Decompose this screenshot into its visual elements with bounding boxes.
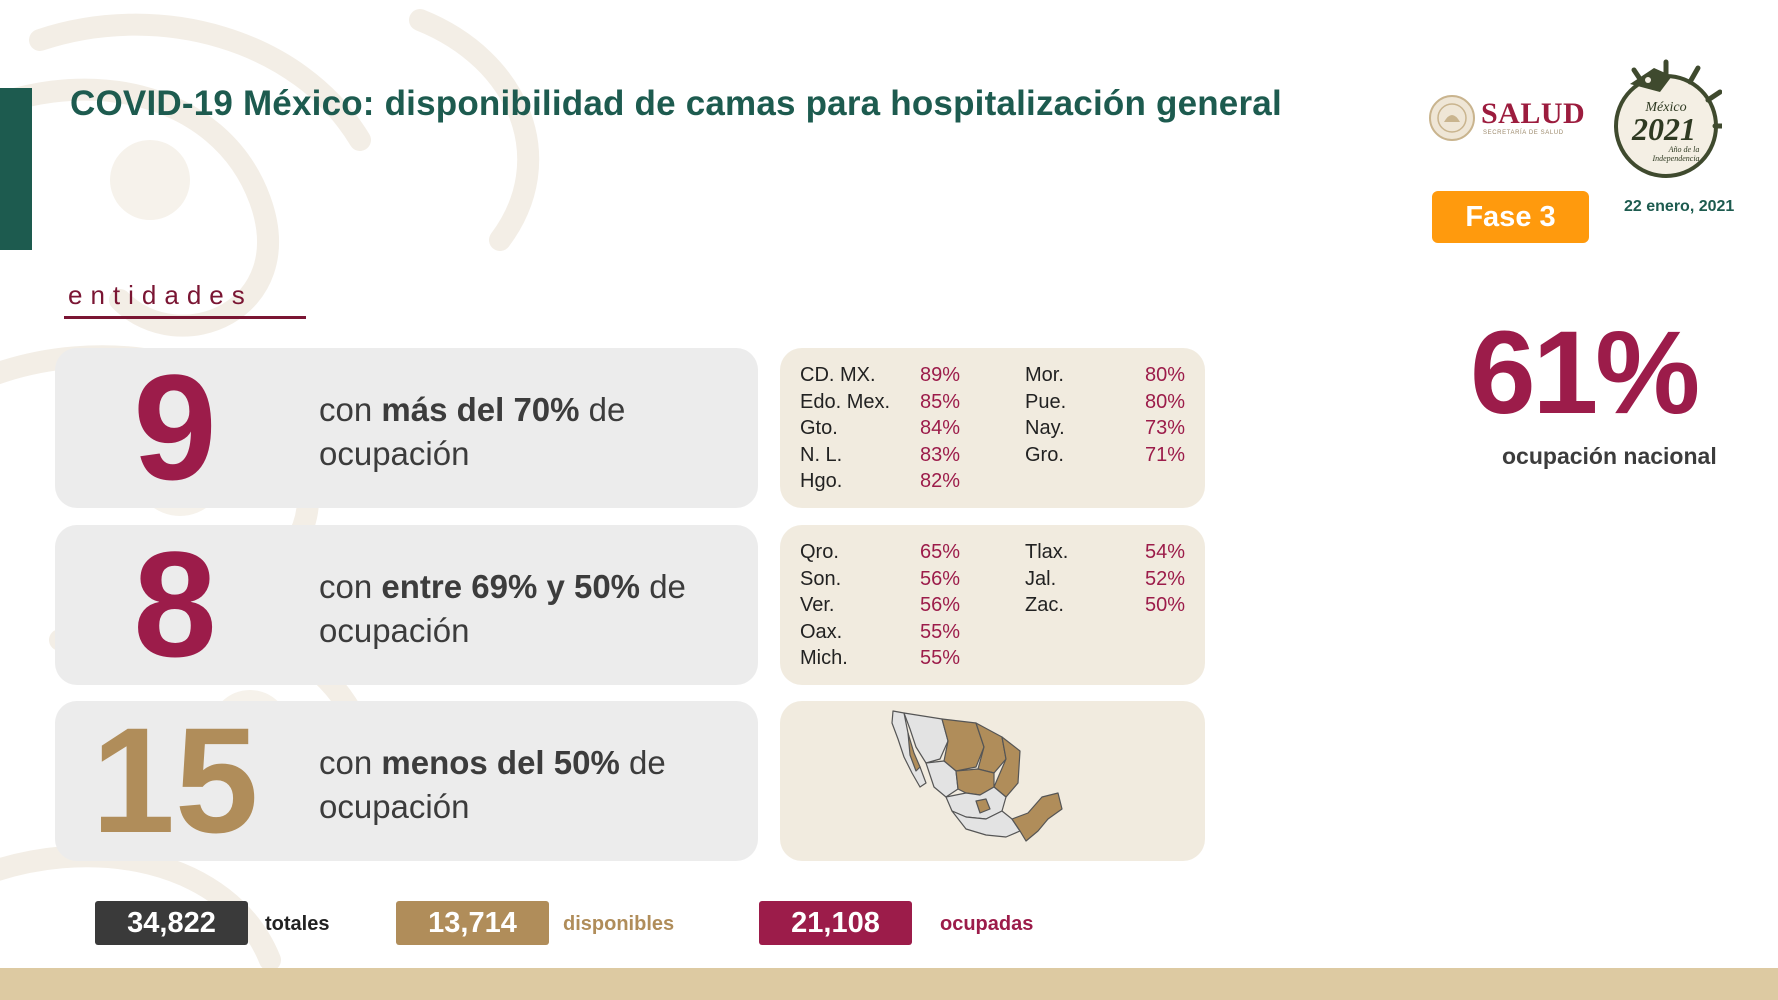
state-pcts-col2: 80% 80% 73% 71% (1125, 362, 1185, 468)
national-occupancy-value: 61% (1470, 307, 1700, 439)
state-name: Gro. (1025, 443, 1064, 466)
state-name: Son. (800, 567, 842, 590)
accent-bar (0, 88, 32, 250)
state-name: CD. MX. (800, 364, 876, 386)
count-mid: 8 (133, 520, 217, 688)
row-card-mid: 8 con entre 69% y 50% de ocupación (55, 525, 758, 685)
desc-pre: con (319, 568, 382, 605)
desc-pre: con (319, 391, 382, 428)
state-pct: 65% (919, 541, 960, 563)
state-name: Edo. Mex. (800, 390, 891, 413)
mexico-map-icon (891, 710, 1063, 842)
state-names-col2: Mor. Pue. Nay. Gro. (1025, 362, 1066, 468)
state-name: Nay. (1025, 417, 1065, 439)
mexico-seal-icon (1429, 95, 1475, 141)
footer-band (0, 968, 1778, 1000)
state-pct: 56% (919, 567, 960, 590)
total-beds-label: totales (265, 913, 330, 935)
state-pct: 89% (919, 364, 960, 386)
state-pct: 83% (919, 443, 960, 466)
logo-line3-text: Independencia (1651, 154, 1699, 163)
state-pct: 80% (1144, 390, 1185, 413)
state-pct: 71% (1144, 443, 1185, 466)
state-names-col2: Tlax. Jal. Zac. (1025, 539, 1068, 619)
state-name: Zac. (1025, 594, 1064, 616)
state-name: Pue. (1025, 390, 1067, 413)
count-high: 9 (133, 343, 217, 511)
desc-mid: con entre 69% y 50% de ocupación (319, 565, 739, 653)
salud-subtitle: SECRETARÍA DE SALUD (1483, 130, 1564, 136)
desc-bold: entre 69% y 50% (381, 568, 641, 605)
state-pct: 84% (919, 417, 960, 439)
occupied-beds-value: 21,108 (759, 901, 912, 945)
state-name: Tlax. (1025, 541, 1069, 563)
count-low: 15 (91, 696, 259, 864)
state-name: Jal. (1025, 567, 1057, 590)
desc-high: con más del 70% de ocupación (319, 388, 739, 476)
national-occupancy-label: ocupación nacional (1502, 443, 1717, 469)
states-card-mid: Qro. Son. Ver. Oax. Mich. 65% 56% 56% 55… (780, 525, 1205, 685)
page-title: COVID-19 México: disponibilidad de camas… (70, 84, 1282, 123)
state-name: Mor. (1025, 364, 1064, 386)
state-pct: 73% (1144, 417, 1185, 439)
row-card-high: 9 con más del 70% de ocupación (55, 348, 758, 508)
state-pcts-col1: 65% 56% 56% 55% 55% (900, 539, 960, 672)
salud-logo: SALUD SECRETARÍA DE SALUD (1428, 94, 1586, 144)
phase-badge: Fase 3 (1432, 191, 1589, 243)
state-name: N. L. (800, 443, 843, 466)
state-name: Qro. (800, 541, 839, 563)
logo-year-text: 2021 (1631, 111, 1696, 147)
state-pct: 50% (1144, 594, 1185, 616)
available-beds-label: disponibles (563, 913, 675, 935)
state-pct: 56% (919, 594, 960, 616)
state-pct: 85% (919, 390, 960, 413)
salud-wordmark: SALUD (1481, 97, 1586, 130)
map-card (780, 701, 1205, 861)
state-pcts-col1: 89% 85% 84% 83% 82% (900, 362, 960, 495)
state-name: Gto. (800, 417, 838, 439)
section-underline (64, 316, 306, 319)
state-pct: 80% (1144, 364, 1185, 386)
mexico-2021-logo: México 2021 Año de la Independencia (1614, 59, 1722, 178)
desc-low: con menos del 50% de ocupación (319, 741, 739, 829)
state-name: Mich. (800, 647, 848, 669)
available-beds-value: 13,714 (396, 901, 549, 945)
occupied-beds-label: ocupadas (940, 913, 1034, 935)
section-label: entidades (68, 280, 253, 310)
state-names-col1: CD. MX. Edo. Mex. Gto. N. L. Hgo. (800, 362, 890, 495)
logo-line2-text: Año de la (1668, 145, 1700, 154)
desc-bold: menos del 50% (381, 744, 620, 781)
desc-post: de ocupación (319, 744, 666, 825)
row-card-low: 15 con menos del 50% de ocupación (55, 701, 758, 861)
total-beds-value: 34,822 (95, 901, 248, 945)
state-pct: 55% (919, 647, 960, 669)
state-name: Oax. (800, 620, 843, 643)
state-pct: 54% (1144, 541, 1185, 563)
desc-bold: más del 70% (381, 391, 580, 428)
states-card-high: CD. MX. Edo. Mex. Gto. N. L. Hgo. 89% 85… (780, 348, 1205, 508)
state-pct: 52% (1144, 567, 1185, 590)
desc-post: de ocupación (319, 391, 626, 472)
state-pct: 82% (919, 470, 960, 492)
desc-post: de ocupación (319, 568, 686, 649)
state-names-col1: Qro. Son. Ver. Oax. Mich. (800, 539, 848, 672)
state-pcts-col2: 54% 52% 50% (1125, 539, 1185, 619)
desc-pre: con (319, 744, 382, 781)
state-pct: 55% (919, 620, 960, 643)
state-name: Ver. (800, 594, 835, 616)
logo-mexico-text: México (1644, 100, 1686, 115)
report-date: 22 enero, 2021 (1624, 198, 1735, 215)
state-name: Hgo. (800, 470, 843, 492)
